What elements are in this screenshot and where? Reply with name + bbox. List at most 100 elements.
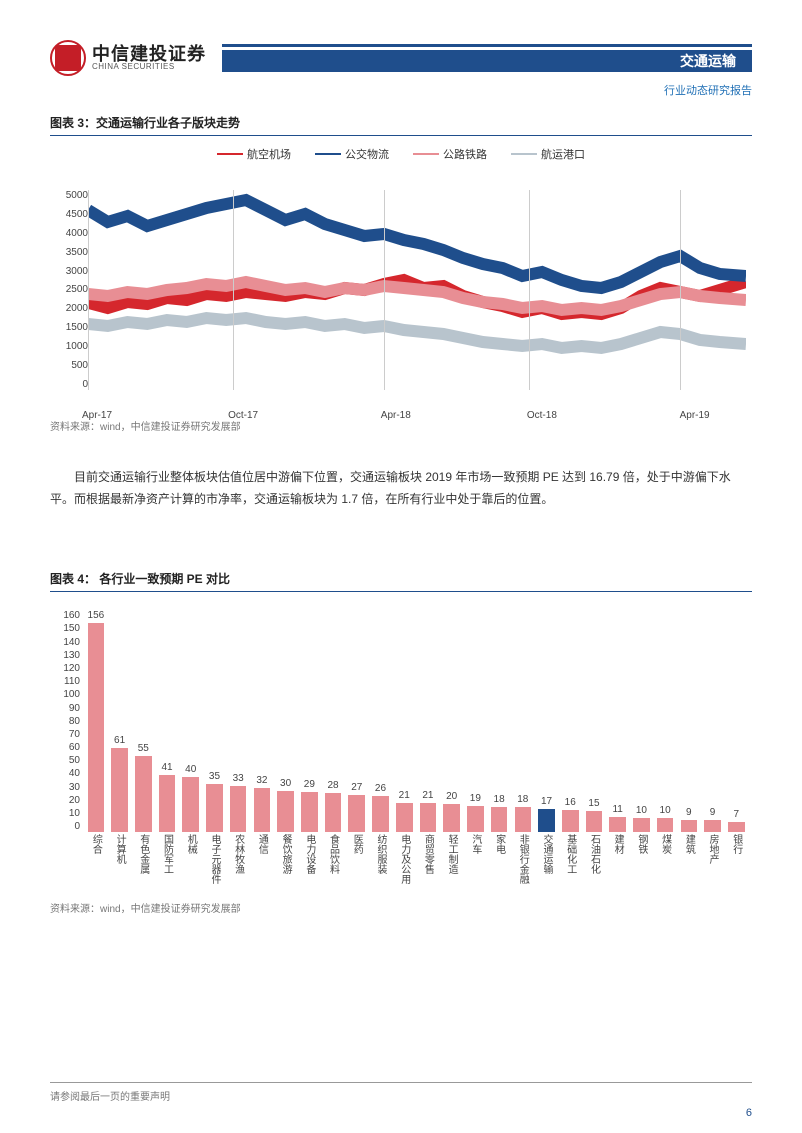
bar <box>538 809 555 833</box>
footer-disclaimer: 请参阅最后一页的重要声明 <box>50 1088 170 1103</box>
brand-logo: 中信建投证券 CHINA SECURITIES <box>50 40 206 76</box>
section-title: 交通运输 <box>680 51 736 71</box>
bar-value-label: 20 <box>446 791 457 802</box>
bar <box>182 777 199 833</box>
report-subtitle: 行业动态研究报告 <box>50 82 752 98</box>
bar-category-label: 交通运输 <box>535 834 559 892</box>
page-header: 中信建投证券 CHINA SECURITIES 交通运输 <box>50 40 752 76</box>
bar-category-label: 农林牧渔 <box>226 834 250 892</box>
chart4-x-axis: 综合计算机有色金属国防军工机械电子元器件农林牧渔通信餐饮旅游电力设备食品饮料医药… <box>84 834 748 892</box>
legend-label: 公交物流 <box>345 146 389 162</box>
bar-category-label: 综合 <box>84 834 108 892</box>
bar <box>491 807 508 832</box>
bar <box>420 803 437 832</box>
bar-wrap: 9 <box>701 610 725 832</box>
bar-category-label: 商贸零售 <box>416 834 440 892</box>
bar <box>111 748 128 833</box>
bar-value-label: 19 <box>470 793 481 804</box>
bar-value-label: 33 <box>233 773 244 784</box>
bar-category-label: 轻工制造 <box>440 834 464 892</box>
chart4-plot-area: 1566155414035333230292827262121201918181… <box>84 610 748 832</box>
bar-wrap: 61 <box>108 610 132 832</box>
bar-value-label: 26 <box>375 783 386 794</box>
brand-name-en: CHINA SECURITIES <box>92 63 206 71</box>
bar-wrap: 20 <box>440 610 464 832</box>
bar-value-label: 15 <box>588 798 599 809</box>
bar-category-label: 建筑 <box>677 834 701 892</box>
bar-wrap: 21 <box>416 610 440 832</box>
bar-value-label: 27 <box>351 782 362 793</box>
bar-category-label: 家电 <box>487 834 511 892</box>
bar-wrap: 16 <box>558 610 582 832</box>
bar-value-label: 18 <box>517 794 528 805</box>
bar-value-label: 21 <box>422 790 433 801</box>
bar-wrap: 7 <box>724 610 748 832</box>
bar-category-label: 电力及公用 <box>392 834 416 892</box>
bar-value-label: 9 <box>686 807 692 818</box>
bar-value-label: 21 <box>399 790 410 801</box>
bar-wrap: 18 <box>487 610 511 832</box>
bar-wrap: 10 <box>630 610 654 832</box>
bar-category-label: 医药 <box>345 834 369 892</box>
bar-wrap: 40 <box>179 610 203 832</box>
bar-category-label: 纺织服装 <box>369 834 393 892</box>
bar-value-label: 40 <box>185 764 196 775</box>
bar <box>633 818 650 832</box>
legend-label: 航空机场 <box>247 146 291 162</box>
bar <box>372 796 389 832</box>
chart4-title: 图表 4： 各行业一致预期 PE 对比 <box>50 570 230 587</box>
bar-category-label: 银行 <box>724 834 748 892</box>
bar-category-label: 通信 <box>250 834 274 892</box>
bar <box>159 775 176 832</box>
bar-value-label: 17 <box>541 796 552 807</box>
bar-wrap: 156 <box>84 610 108 832</box>
brand-name-cn: 中信建投证券 <box>92 45 206 63</box>
bar <box>206 784 223 833</box>
chart4-y-axis: 1601501401301201101009080706050403020100 <box>50 610 80 832</box>
bar <box>135 756 152 832</box>
bar-category-label: 建材 <box>606 834 630 892</box>
bar-category-label: 电力设备 <box>297 834 321 892</box>
bar <box>515 807 532 832</box>
header-bar: 交通运输 <box>222 44 752 72</box>
bar-category-label: 食品饮料 <box>321 834 345 892</box>
bar-wrap: 17 <box>535 610 559 832</box>
bar-category-label: 机械 <box>179 834 203 892</box>
bar <box>396 803 413 832</box>
chart3-line-chart: 5000450040003500300025002000150010005000… <box>50 170 752 410</box>
bar-category-label: 非银行金融 <box>511 834 535 892</box>
chart3-title: 图表 3：交通运输行业各子版块走势 <box>50 114 240 131</box>
bar-wrap: 29 <box>297 610 321 832</box>
bar-category-label: 汽车 <box>464 834 488 892</box>
bar <box>325 793 342 832</box>
chart4-title-row: 图表 4： 各行业一致预期 PE 对比 <box>50 570 752 592</box>
bar <box>586 811 603 832</box>
chart3-legend: 航空机场公交物流公路铁路航运港口 <box>50 146 752 162</box>
chart3-title-row: 图表 3：交通运输行业各子版块走势 <box>50 114 752 136</box>
bar-wrap: 35 <box>203 610 227 832</box>
bar-value-label: 28 <box>327 780 338 791</box>
bar-category-label: 计算机 <box>108 834 132 892</box>
bar-category-label: 房地产 <box>701 834 725 892</box>
bar-category-label: 有色金属 <box>131 834 155 892</box>
footer-divider <box>50 1082 752 1083</box>
bar <box>681 820 698 832</box>
chart4-bar-chart: 1601501401301201101009080706050403020100… <box>50 602 752 892</box>
bar-category-label: 石油石化 <box>582 834 606 892</box>
bar-value-label: 16 <box>565 797 576 808</box>
bar-value-label: 55 <box>138 743 149 754</box>
bar <box>609 817 626 832</box>
bar <box>230 786 247 832</box>
body-paragraph: 目前交通运输行业整体板块估值位居中游偏下位置，交通运输板块 2019 年市场一致… <box>50 467 752 510</box>
bar-wrap: 30 <box>274 610 298 832</box>
bar-value-label: 29 <box>304 779 315 790</box>
bar-wrap: 41 <box>155 610 179 832</box>
chart4-source: 资料来源：wind，中信建投证券研究发展部 <box>50 900 752 915</box>
bar-wrap: 27 <box>345 610 369 832</box>
page-number: 6 <box>746 1107 752 1119</box>
bar-wrap: 28 <box>321 610 345 832</box>
chart3-svg <box>88 190 746 390</box>
bar <box>467 806 484 832</box>
bar-wrap: 9 <box>677 610 701 832</box>
chart-line <box>88 318 746 348</box>
